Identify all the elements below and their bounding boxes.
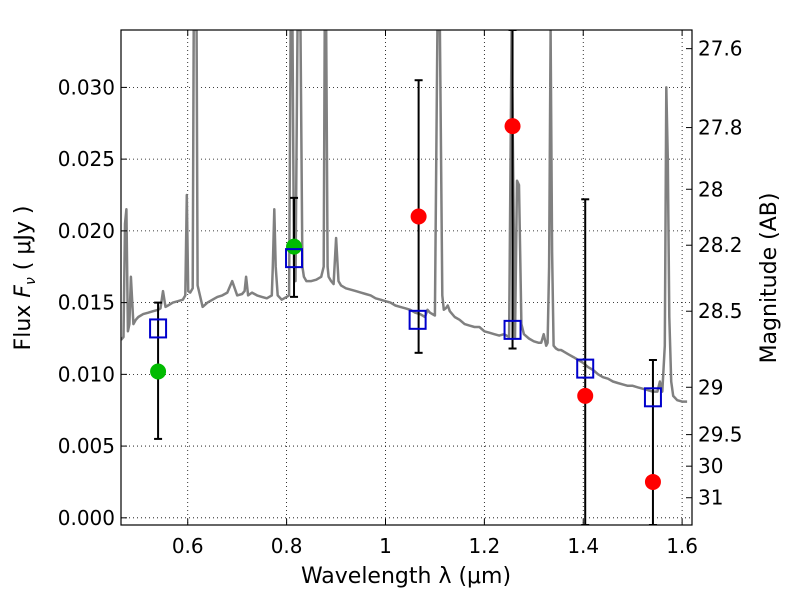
y-tick-label: 0.000 — [58, 506, 115, 530]
right-tick-label: 29.5 — [698, 423, 743, 447]
model-band-flux-square — [285, 248, 304, 269]
model-band-flux-square — [408, 309, 427, 330]
right-axis-label: Magnitude (AB) — [757, 193, 782, 364]
x-tick-label: 1.2 — [468, 534, 500, 558]
y-tick-label: 0.005 — [58, 434, 115, 458]
model-band-flux-square — [576, 358, 595, 379]
data-point-00bb00 — [286, 238, 303, 255]
x-tick-label: 0.6 — [172, 534, 204, 558]
model-band-flux-square — [503, 319, 522, 340]
error-bars — [154, 30, 657, 525]
right-axis-ticks: 27.6 27.8 28 28.2 28.5 29 29.5 30 31 — [686, 37, 743, 510]
right-tick-label: 31 — [698, 486, 723, 510]
x-tick-label: 1 — [379, 534, 392, 558]
error-bar — [648, 359, 657, 525]
x-axis-label: Wavelength λ (μm) — [301, 564, 511, 589]
x-tick-label: 1.4 — [567, 534, 599, 558]
data-points — [149, 118, 662, 490]
y-tick-label: 0.020 — [58, 219, 115, 243]
model-band-flux-square — [149, 318, 168, 339]
spectrum-line — [121, 30, 688, 403]
y-axis-label: Flux Fν ( μJy ) — [11, 206, 39, 351]
right-tick-label: 29 — [698, 375, 723, 399]
y-tick-label: 0.030 — [58, 75, 115, 99]
right-tick-label: 28.2 — [698, 233, 743, 257]
model-band-flux-square — [643, 387, 662, 408]
grid — [121, 30, 692, 525]
y-axis-ticks: 0.000 0.005 0.010 0.015 0.020 0.025 0.030 — [58, 75, 127, 530]
data-point-ff0000 — [410, 208, 427, 225]
right-tick-label: 27.6 — [698, 37, 743, 61]
right-tick-label: 28 — [698, 177, 723, 201]
data-point-ff0000 — [504, 118, 521, 135]
data-point-00bb00 — [150, 363, 167, 380]
data-point-ff0000 — [644, 473, 661, 490]
plot-frame — [120, 29, 693, 526]
y-tick-label: 0.025 — [58, 147, 115, 171]
model-spectrum — [121, 30, 688, 403]
right-tick-label: 30 — [698, 454, 723, 478]
x-axis-ticks: 0.6 0.8 1 1.2 1.4 1.6 — [172, 30, 698, 558]
data-point-ff0000 — [577, 387, 594, 404]
x-tick-label: 1.6 — [666, 534, 698, 558]
right-tick-label: 27.8 — [698, 116, 743, 140]
error-bar — [581, 198, 590, 525]
error-bar — [508, 30, 517, 350]
right-tick-label: 28.5 — [698, 299, 743, 323]
y-tick-label: 0.010 — [58, 362, 115, 386]
y-tick-label: 0.015 — [58, 291, 115, 315]
x-tick-label: 0.8 — [271, 534, 303, 558]
